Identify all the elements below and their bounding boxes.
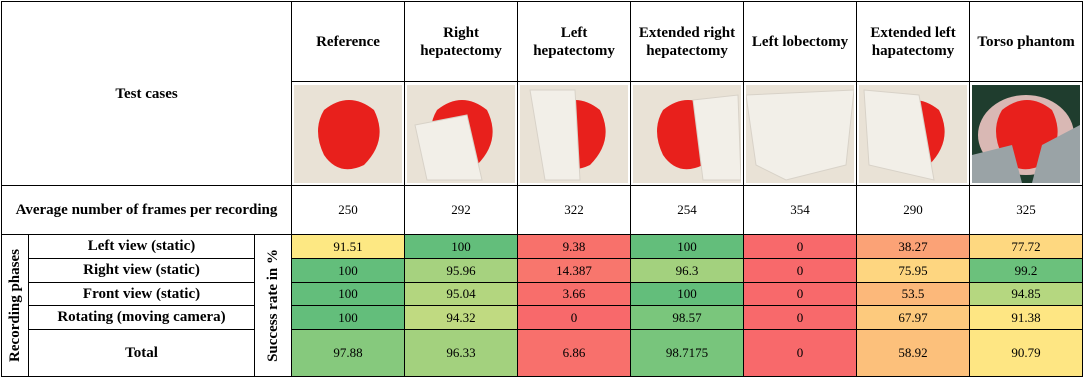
value-cell: 100 <box>292 283 405 306</box>
value-cell: 0 <box>744 330 857 377</box>
frames-value: 290 <box>857 186 970 235</box>
frames-value: 325 <box>970 186 1083 235</box>
value-cell: 96.33 <box>405 330 518 377</box>
photo-shape <box>746 90 854 180</box>
value-cell: 14.387 <box>518 259 631 283</box>
frames-value: 292 <box>405 186 518 235</box>
row-label: Left view (static) <box>29 235 255 259</box>
image-cell <box>744 82 857 186</box>
results-table: Test casesReferenceRight hepatectomyLeft… <box>1 1 1083 377</box>
specimen-photo <box>633 85 741 183</box>
frames-value: 322 <box>518 186 631 235</box>
value-cell: 75.95 <box>857 259 970 283</box>
specimen-photo <box>407 85 515 183</box>
row-label: Front view (static) <box>29 283 255 306</box>
value-cell: 99.2 <box>970 259 1083 283</box>
table-body: Test casesReferenceRight hepatectomyLeft… <box>2 2 1083 377</box>
row-label: Total <box>29 330 255 377</box>
image-cell <box>292 82 405 186</box>
value-cell: 100 <box>405 235 518 259</box>
value-cell: 91.38 <box>970 306 1083 330</box>
value-cell: 100 <box>631 235 744 259</box>
value-cell: 100 <box>292 259 405 283</box>
value-cell: 100 <box>631 283 744 306</box>
value-cell: 94.85 <box>970 283 1083 306</box>
value-cell: 94.32 <box>405 306 518 330</box>
page: Test casesReferenceRight hepatectomyLeft… <box>0 1 1083 382</box>
image-cell <box>970 82 1083 186</box>
image-cell <box>405 82 518 186</box>
value-cell: 98.7175 <box>631 330 744 377</box>
value-cell: 0 <box>518 306 631 330</box>
column-header: Left hepatectomy <box>518 2 631 82</box>
group-cell: Recording phases <box>2 235 29 377</box>
value-cell: 98.57 <box>631 306 744 330</box>
value-cell: 9.38 <box>518 235 631 259</box>
column-header: Torso phantom <box>970 2 1083 82</box>
image-cell <box>857 82 970 186</box>
column-header: Right hepatectomy <box>405 2 518 82</box>
frames-label: Average number of frames per recording <box>2 186 292 235</box>
value-cell: 95.04 <box>405 283 518 306</box>
specimen-photo <box>520 85 628 183</box>
specimen-photo <box>859 85 967 183</box>
row-label: Rotating (moving camera) <box>29 306 255 330</box>
value-cell: 53.5 <box>857 283 970 306</box>
value-cell: 77.72 <box>970 235 1083 259</box>
group-label: Recording phases <box>7 249 24 362</box>
column-header: Extended right hepatectomy <box>631 2 744 82</box>
column-header: Left lobectomy <box>744 2 857 82</box>
specimen-photo <box>972 85 1080 183</box>
value-cell: 67.97 <box>857 306 970 330</box>
value-cell: 0 <box>744 306 857 330</box>
value-cell: 6.86 <box>518 330 631 377</box>
column-header: Reference <box>292 2 405 82</box>
frames-value: 254 <box>631 186 744 235</box>
value-cell: 3.66 <box>518 283 631 306</box>
column-header: Extended left hapatectomy <box>857 2 970 82</box>
value-cell: 100 <box>292 306 405 330</box>
corner-cell: Test cases <box>2 2 292 186</box>
frames-value: 354 <box>744 186 857 235</box>
unit-cell: Success rate in % <box>255 235 292 377</box>
specimen-photo <box>294 85 402 183</box>
frames-value: 250 <box>292 186 405 235</box>
value-cell: 90.79 <box>970 330 1083 377</box>
value-cell: 0 <box>744 259 857 283</box>
image-cell <box>518 82 631 186</box>
value-cell: 97.88 <box>292 330 405 377</box>
specimen-photo <box>746 85 854 183</box>
unit-label: Success rate in % <box>265 249 282 362</box>
value-cell: 0 <box>744 283 857 306</box>
value-cell: 58.92 <box>857 330 970 377</box>
value-cell: 95.96 <box>405 259 518 283</box>
value-cell: 0 <box>744 235 857 259</box>
value-cell: 96.3 <box>631 259 744 283</box>
value-cell: 38.27 <box>857 235 970 259</box>
image-cell <box>631 82 744 186</box>
value-cell: 91.51 <box>292 235 405 259</box>
row-label: Right view (static) <box>29 259 255 283</box>
